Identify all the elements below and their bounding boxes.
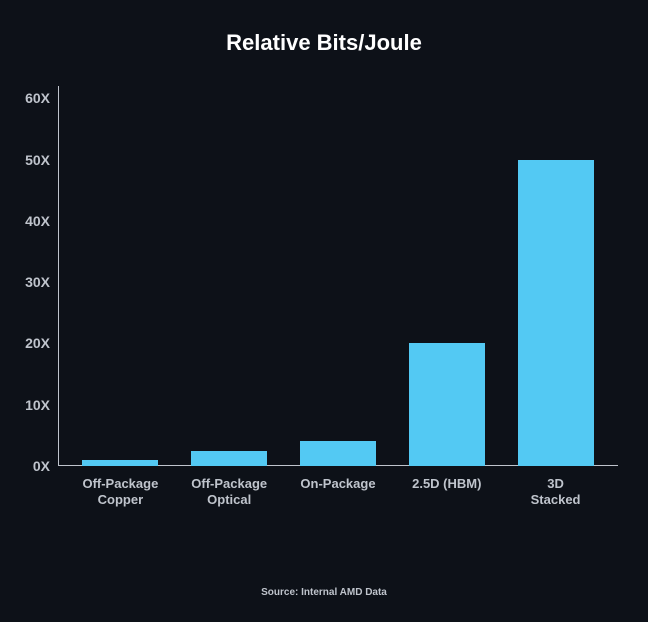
bar: [191, 451, 267, 466]
y-tick-label: 60X: [25, 90, 50, 106]
x-axis-label: 2.5D (HBM): [392, 476, 501, 509]
y-tick-label: 30X: [25, 274, 50, 290]
y-tick-label: 50X: [25, 152, 50, 168]
y-tick-label: 40X: [25, 213, 50, 229]
bar-slot: [501, 86, 610, 466]
y-axis: 0X10X20X30X40X50X60X: [16, 86, 58, 466]
x-axis-label: Off-PackageOptical: [175, 476, 284, 509]
x-axis-label: On-Package: [284, 476, 393, 509]
bar-slot: [392, 86, 501, 466]
bar: [409, 343, 485, 466]
y-tick-label: 0X: [33, 458, 50, 474]
bar-slot: [175, 86, 284, 466]
bar: [518, 160, 594, 466]
x-axis-label: 3DStacked: [501, 476, 610, 509]
x-labels-group: Off-PackageCopperOff-PackageOpticalOn-Pa…: [58, 466, 618, 509]
y-tick-label: 10X: [25, 397, 50, 413]
source-text: Source: Internal AMD Data: [0, 587, 648, 598]
chart-title: Relative Bits/Joule: [30, 30, 618, 56]
x-axis-label: Off-PackageCopper: [66, 476, 175, 509]
bar-slot: [284, 86, 393, 466]
bar: [300, 441, 376, 466]
bar-slot: [66, 86, 175, 466]
plot-area: 0X10X20X30X40X50X60X Off-PackageCopperOf…: [58, 86, 618, 466]
y-tick-label: 20X: [25, 335, 50, 351]
bars-group: [58, 86, 618, 466]
chart-container: Relative Bits/Joule 0X10X20X30X40X50X60X…: [0, 0, 648, 622]
